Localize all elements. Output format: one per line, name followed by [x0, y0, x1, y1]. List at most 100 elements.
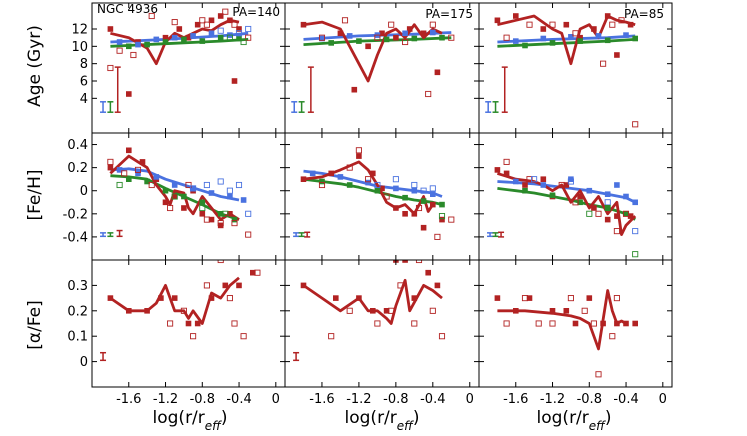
panel-frame — [284, 259, 480, 388]
filled-point-red — [402, 260, 408, 263]
open-point-blue — [235, 30, 243, 37]
x-tick-label: -0.8 — [383, 392, 408, 407]
filled-point-red — [420, 30, 427, 37]
errorbar-green — [492, 101, 499, 113]
filled-point-blue — [393, 185, 399, 192]
filled-point-green — [411, 35, 418, 42]
errorbar-red — [304, 231, 311, 238]
open-point-red — [415, 204, 423, 212]
open-point-green — [240, 38, 247, 46]
filled-point-green — [549, 192, 556, 199]
filled-point-red — [208, 295, 215, 301]
filled-point-red — [393, 34, 399, 41]
open-point-red — [388, 21, 395, 28]
filled-point-green — [604, 205, 611, 211]
open-point-red — [374, 320, 381, 327]
pa-label-col-2: PA=175 — [425, 7, 473, 21]
filled-point-red — [577, 34, 583, 41]
filled-point-blue — [540, 182, 547, 188]
y-tick-label: 8 — [80, 57, 88, 72]
open-point-blue — [411, 181, 418, 189]
open-point-red — [245, 231, 252, 238]
filled-point-red — [300, 176, 307, 182]
open-point-blue — [429, 185, 436, 192]
filled-point-blue — [337, 174, 344, 180]
open-point-green — [604, 204, 611, 212]
open-point-blue — [567, 178, 574, 185]
plot-area — [293, 147, 455, 240]
filled-point-green — [199, 38, 206, 44]
filled-point-red — [250, 269, 256, 276]
x-tick-label: 0 — [466, 392, 474, 407]
filled-point-red — [614, 320, 620, 327]
open-point-blue — [217, 27, 224, 34]
open-point-red — [199, 17, 206, 24]
xlabel-col-3: log(r/reff) — [537, 408, 612, 433]
open-point-red — [203, 282, 210, 289]
plot-area — [293, 260, 446, 362]
filled-point-red — [439, 216, 445, 223]
filled-point-red — [411, 211, 418, 217]
open-point-red — [549, 320, 556, 327]
filled-point-green — [623, 211, 629, 217]
filled-point-blue — [430, 191, 436, 197]
open-point-red — [231, 220, 238, 227]
filled-point-blue — [135, 170, 141, 177]
filled-point-blue — [135, 41, 141, 48]
y-tick-label: 4 — [80, 92, 88, 107]
open-point-red — [231, 320, 238, 327]
filled-point-blue — [346, 33, 353, 39]
filled-point-red — [434, 282, 441, 289]
filled-point-green — [236, 35, 242, 42]
open-point-red — [526, 21, 533, 28]
filled-point-green — [577, 38, 583, 44]
open-point-red — [535, 320, 542, 327]
filled-point-blue — [595, 33, 602, 39]
filled-point-red — [231, 78, 238, 84]
filled-point-red — [402, 211, 408, 217]
filled-point-red — [572, 320, 579, 327]
open-point-blue — [604, 199, 611, 206]
open-point-red — [341, 17, 349, 24]
filled-point-red — [591, 205, 597, 211]
open-point-red — [448, 216, 455, 223]
errorbar-red — [116, 229, 123, 238]
labels-layer: NGC 4936 PA=140 PA=175 PA=85 Age (Gyr) [… — [25, 2, 664, 433]
filled-point-red — [107, 26, 114, 32]
open-point-red — [148, 181, 155, 189]
open-point-blue — [374, 181, 381, 189]
filled-point-red — [563, 21, 570, 28]
open-point-red — [240, 333, 247, 340]
series-line-red — [497, 289, 627, 351]
series-line-blue — [110, 167, 240, 202]
errorbar-blue — [100, 232, 107, 238]
x-tick-label: -1.6 — [309, 392, 334, 407]
errorbar-red — [114, 66, 121, 113]
open-point-blue — [420, 187, 427, 194]
series-line-red — [303, 20, 443, 83]
open-point-blue — [531, 176, 538, 183]
filled-point-red — [604, 216, 611, 223]
open-point-red — [572, 199, 579, 206]
filled-point-red — [591, 26, 597, 32]
open-point-red — [429, 307, 436, 314]
filled-point-red — [185, 34, 192, 41]
open-point-red — [558, 181, 565, 189]
errorbar-green — [492, 232, 499, 238]
filled-point-blue — [365, 179, 371, 186]
x-tick-label: -0.4 — [226, 392, 251, 407]
filled-point-blue — [623, 193, 629, 200]
x-tick-label: -0.8 — [190, 392, 215, 407]
filled-point-red — [328, 170, 334, 177]
open-point-red — [167, 320, 174, 327]
filled-point-green — [439, 34, 445, 41]
filled-point-blue — [208, 30, 215, 37]
filled-point-red — [227, 211, 233, 217]
filled-point-green — [420, 198, 427, 204]
x-tick-label: -0.8 — [577, 392, 602, 407]
filled-point-red — [171, 295, 178, 301]
filled-point-red — [406, 26, 413, 32]
open-point-red — [425, 90, 432, 98]
panel-frame — [478, 259, 673, 388]
open-point-red — [388, 307, 395, 314]
